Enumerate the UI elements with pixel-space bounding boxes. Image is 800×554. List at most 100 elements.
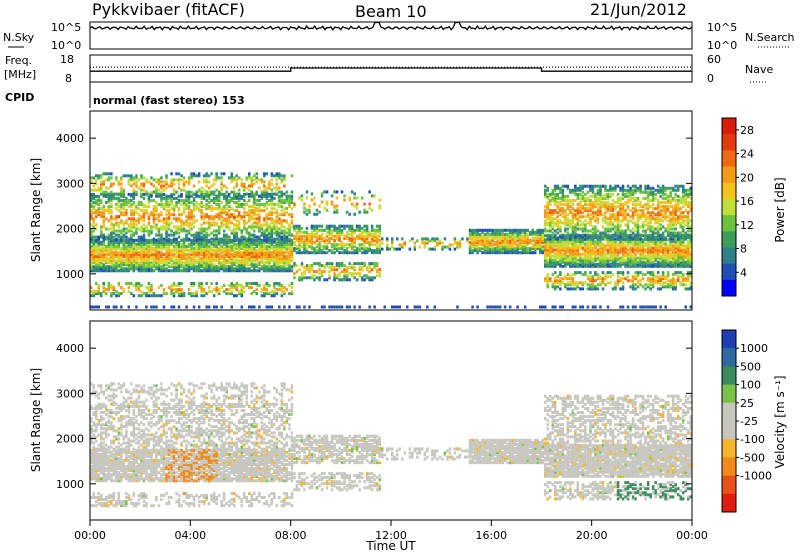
power-cell [318, 264, 321, 268]
power-cell [581, 199, 585, 202]
power-cell [433, 245, 437, 249]
power-cell [611, 242, 615, 246]
power-cell [140, 255, 143, 258]
power-cell [90, 194, 93, 198]
power-cell [503, 239, 507, 242]
power-cell [566, 246, 570, 250]
power-cell [185, 255, 188, 258]
power-cell [228, 205, 231, 209]
power-cell [619, 271, 622, 275]
power-cell [594, 199, 597, 202]
power-cell [488, 247, 492, 251]
power-cell [611, 205, 615, 209]
power-cell [611, 246, 615, 250]
power-cell [157, 188, 161, 192]
power-cell [210, 269, 213, 273]
power-cell [551, 305, 554, 309]
power-cell [90, 261, 93, 265]
power-cell [591, 262, 595, 266]
power-cell [117, 244, 121, 248]
freq-unit-label: [MHz] [4, 68, 36, 81]
power-cell [488, 243, 492, 247]
power-cell [127, 261, 131, 265]
power-cell [222, 248, 226, 252]
power-cell [511, 232, 514, 236]
power-cell [150, 253, 153, 256]
power-cell [554, 211, 557, 215]
power-cell [594, 244, 597, 248]
power-cell [212, 265, 216, 269]
power-cell [599, 199, 602, 202]
power-cell [102, 215, 105, 219]
power-cell [561, 211, 565, 215]
power-cell [135, 246, 138, 250]
power-cell [368, 276, 371, 280]
power-cell [566, 248, 570, 252]
power-cell [235, 194, 238, 198]
power-cell [243, 215, 246, 219]
power-cell [506, 249, 509, 253]
power-cell [566, 203, 570, 206]
power-cell [363, 224, 366, 228]
power-cell [207, 259, 211, 263]
power-cell [107, 240, 111, 244]
power-cell [202, 253, 206, 256]
power-cell [125, 240, 128, 244]
power-cell [217, 248, 221, 252]
power-cell [418, 305, 422, 309]
power-cell [177, 213, 181, 217]
power-cell [217, 194, 221, 198]
power-cell [250, 263, 253, 267]
power-cell [175, 265, 178, 269]
power-cell [338, 278, 341, 282]
power-cell [165, 182, 168, 186]
power-cell [97, 265, 100, 269]
power-cell [190, 267, 193, 271]
power-cell [187, 253, 191, 256]
power-cell [160, 242, 163, 246]
power-cell [92, 207, 95, 211]
power-cell [220, 223, 223, 227]
power-cell [338, 264, 341, 268]
power-cell [132, 221, 136, 225]
power-cell [619, 237, 622, 241]
power-cell [260, 261, 264, 265]
power-cell [157, 244, 161, 248]
power-cell [278, 269, 281, 273]
power-cell [210, 255, 213, 258]
power-cell [348, 226, 351, 230]
power-cell [132, 267, 136, 271]
power-cell [215, 194, 218, 198]
power-cell [197, 174, 201, 178]
power-cell [280, 178, 284, 182]
power-cell [150, 255, 153, 258]
power-cell [305, 234, 309, 238]
power-cell [413, 245, 417, 249]
power-cell [280, 194, 284, 198]
power-cell [559, 209, 562, 213]
power-cell [283, 184, 286, 188]
power-cell [549, 244, 552, 248]
power-cell [225, 267, 228, 271]
power-cell [290, 246, 294, 250]
power-cell [180, 225, 183, 229]
power-cell [288, 225, 291, 229]
power-cell [363, 264, 366, 268]
power-cell [147, 223, 151, 227]
power-cell [283, 261, 286, 265]
power-cell [589, 203, 592, 206]
power-cell [145, 190, 148, 194]
power-cell [486, 230, 489, 234]
power-cell [611, 209, 615, 213]
power-cell [614, 283, 617, 287]
power-cell [215, 233, 218, 237]
power-cell [142, 265, 146, 269]
power-cell [255, 221, 258, 225]
power-cell [285, 231, 289, 235]
power-cell [408, 247, 412, 251]
power-cell [544, 188, 547, 192]
power-cell [162, 253, 166, 256]
power-cell [546, 205, 549, 209]
power-cell [358, 210, 361, 214]
power-cell [115, 215, 118, 219]
